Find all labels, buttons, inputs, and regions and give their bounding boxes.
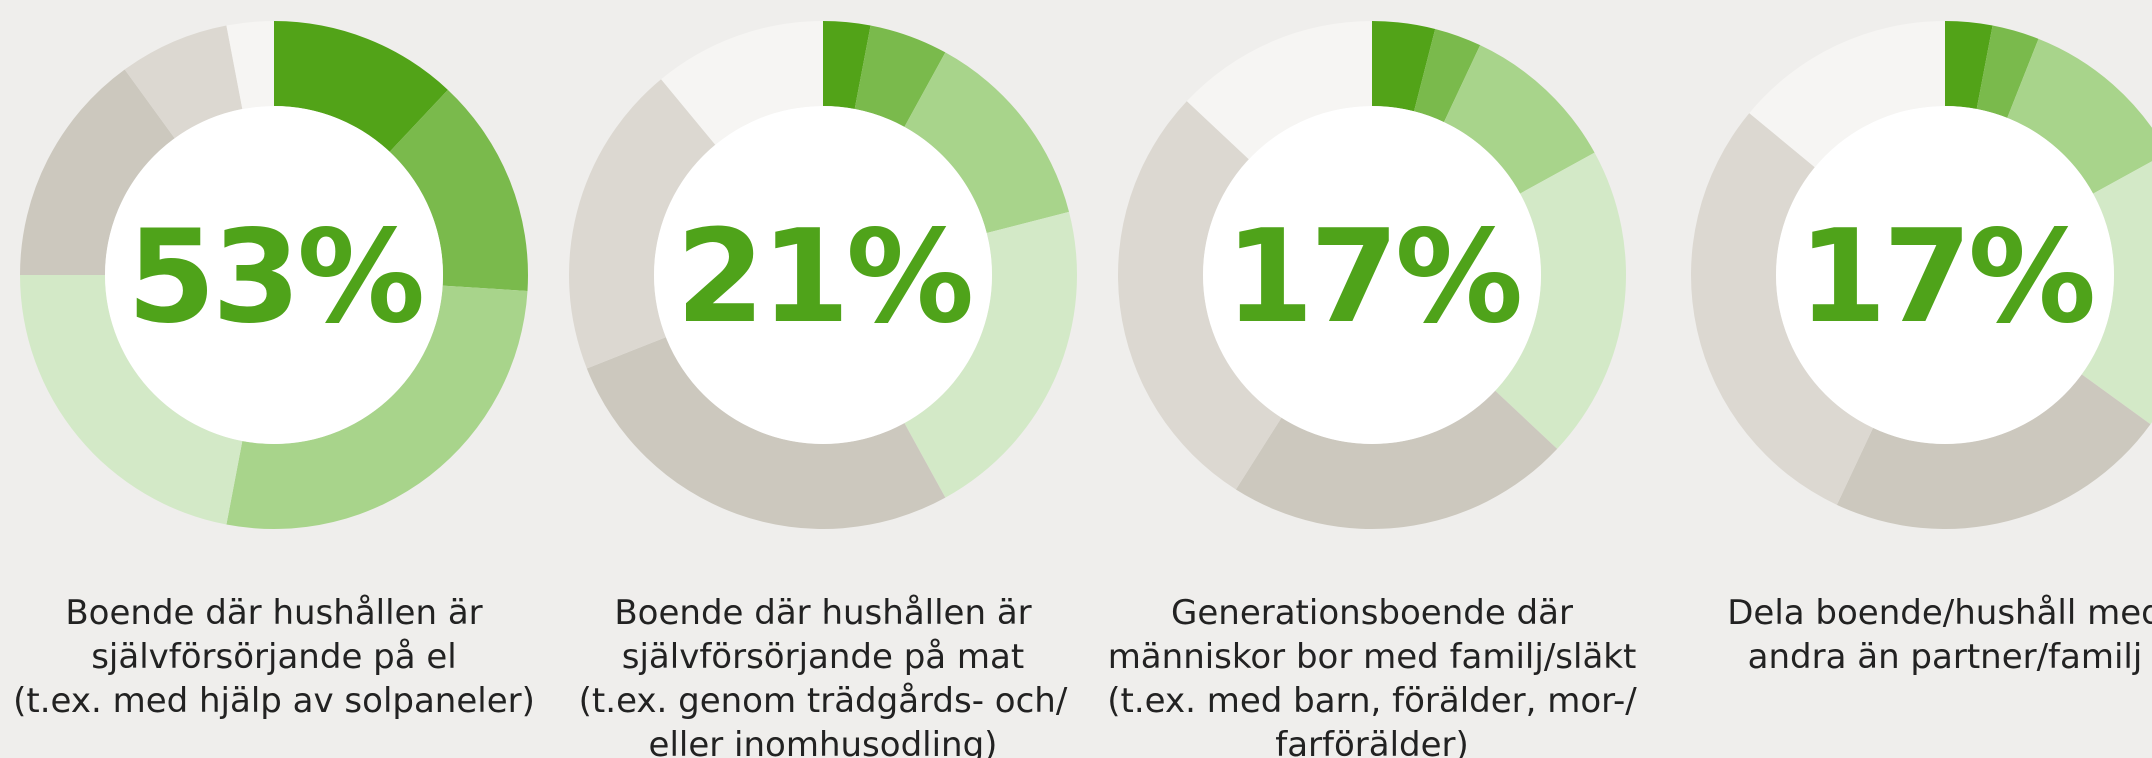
donut-hole	[1776, 106, 2114, 444]
caption-line: (t.ex. med barn, förälder, mor-/	[1107, 681, 1637, 721]
donut-segment	[569, 79, 716, 369]
donut-segment	[2081, 161, 2152, 425]
donut-segment	[2007, 38, 2152, 194]
donut-segment	[226, 21, 274, 109]
caption-line: Boende där hushållen är	[614, 593, 1031, 633]
donut-hole	[1203, 106, 1541, 444]
donut-hole	[654, 106, 992, 444]
donut-segment	[1414, 28, 1481, 123]
caption-line: självförsörjande på mat	[622, 637, 1024, 677]
caption-line: Boende där hushållen är	[65, 593, 482, 633]
caption-line: (t.ex. med hjälp av solpaneler)	[13, 681, 535, 721]
donut-segment	[1495, 152, 1627, 449]
donut-segment	[904, 211, 1077, 498]
donut-segment	[1976, 25, 2039, 118]
center-label: 53%	[127, 203, 422, 352]
donut-segment	[20, 275, 243, 525]
donut-segment	[904, 52, 1070, 233]
donut-segment	[1186, 21, 1372, 160]
center-label: 21%	[676, 203, 971, 352]
donut-segment	[124, 25, 243, 139]
donut-segment	[1372, 21, 1436, 112]
donut-hole	[105, 106, 443, 444]
donut-segment	[1235, 390, 1558, 529]
caption-line: Generationsboende där	[1171, 593, 1573, 633]
donut-segment	[823, 21, 871, 109]
donut-segment	[1836, 374, 2151, 529]
center-label: 17%	[1798, 203, 2093, 352]
caption-line: eller inomhusodling)	[649, 725, 998, 758]
donut-segment	[1443, 45, 1595, 194]
donut-segment	[20, 69, 175, 276]
caption-line: människor bor med familj/släkt	[1108, 637, 1637, 677]
donut-segment	[226, 285, 528, 530]
caption-line: andra än partner/familj	[1748, 637, 2143, 677]
caption-line: självförsörjande på el	[91, 637, 457, 677]
caption-line: Dela boende/hushåll med	[1727, 593, 2152, 633]
donut-segment	[854, 25, 946, 127]
caption-line: (t.ex. genom trädgårds- och/	[579, 681, 1068, 721]
donut-segment	[586, 337, 946, 529]
caption-line: farförälder)	[1275, 725, 1469, 758]
donut-segment	[389, 89, 528, 291]
donut-segment	[1118, 101, 1282, 490]
donut-segment	[661, 21, 823, 145]
donut-segment	[274, 21, 448, 152]
donut-segment	[1691, 113, 1874, 505]
donut-segment	[1945, 21, 1993, 109]
donut-segment	[1749, 21, 1945, 168]
center-label: 17%	[1225, 203, 1520, 352]
